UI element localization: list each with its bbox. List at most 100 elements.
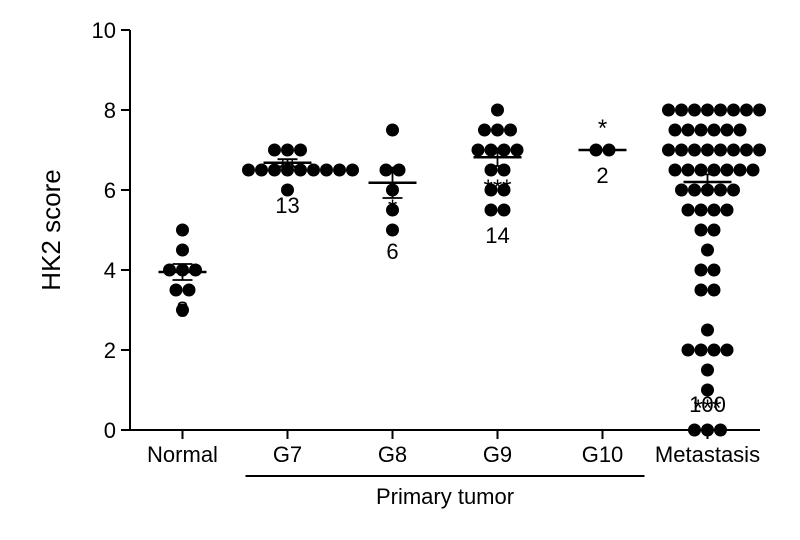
data-point [721, 344, 734, 357]
y-tick-label: 4 [104, 258, 116, 283]
data-point [740, 144, 753, 157]
x-category-label: G10 [582, 442, 624, 467]
n-label: 2 [596, 163, 608, 188]
primary-tumor-label: Primary tumor [376, 484, 514, 509]
significance-marker: * [598, 115, 607, 142]
data-point [675, 144, 688, 157]
y-axis-title: HK2 score [36, 169, 66, 290]
data-point [688, 104, 701, 117]
y-tick-label: 6 [104, 178, 116, 203]
data-point [695, 344, 708, 357]
data-point [380, 164, 393, 177]
data-point [701, 104, 714, 117]
data-point [695, 284, 708, 297]
data-point [333, 164, 346, 177]
data-point [727, 104, 740, 117]
data-point [727, 184, 740, 197]
n-label: 6 [386, 239, 398, 264]
data-point [695, 224, 708, 237]
data-point [255, 164, 268, 177]
y-tick-label: 0 [104, 418, 116, 443]
data-point [682, 164, 695, 177]
data-point [682, 124, 695, 137]
data-point [662, 144, 675, 157]
data-point [721, 204, 734, 217]
data-point [708, 124, 721, 137]
n-label: 100 [689, 392, 726, 417]
data-point [708, 204, 721, 217]
data-point [485, 184, 498, 197]
data-point [708, 344, 721, 357]
x-category-label: G7 [273, 442, 302, 467]
x-category-label: G9 [483, 442, 512, 467]
data-point [498, 184, 511, 197]
data-point [688, 424, 701, 437]
data-point [491, 124, 504, 137]
n-label: 13 [275, 193, 299, 218]
data-point [747, 164, 760, 177]
data-point [727, 144, 740, 157]
data-point [386, 204, 399, 217]
data-point [701, 244, 714, 257]
data-point [695, 124, 708, 137]
data-point [504, 124, 517, 137]
data-point [714, 144, 727, 157]
data-point [268, 144, 281, 157]
data-point [708, 284, 721, 297]
data-point [734, 164, 747, 177]
x-category-label: Metastasis [655, 442, 760, 467]
data-point [307, 164, 320, 177]
data-point [701, 324, 714, 337]
data-point [320, 164, 333, 177]
n-label: 8 [176, 297, 188, 322]
data-point [163, 264, 176, 277]
data-point [393, 164, 406, 177]
n-label: 14 [485, 223, 509, 248]
x-category-label: G8 [378, 442, 407, 467]
data-point [669, 164, 682, 177]
data-point [753, 144, 766, 157]
data-point [753, 104, 766, 117]
data-point [721, 124, 734, 137]
data-point [721, 164, 734, 177]
data-point [294, 144, 307, 157]
data-point [485, 204, 498, 217]
x-category-label: Normal [147, 442, 218, 467]
data-point [170, 284, 183, 297]
y-tick-label: 10 [92, 18, 116, 43]
data-point [498, 204, 511, 217]
data-point [281, 144, 294, 157]
data-point [189, 264, 202, 277]
data-point [734, 124, 747, 137]
data-point [386, 124, 399, 137]
data-point [176, 224, 189, 237]
data-point [708, 224, 721, 237]
data-point [695, 264, 708, 277]
data-point [714, 104, 727, 117]
data-point [478, 124, 491, 137]
y-tick-label: 8 [104, 98, 116, 123]
data-point [511, 144, 524, 157]
data-point [669, 124, 682, 137]
data-point [701, 144, 714, 157]
data-point [708, 264, 721, 277]
data-point [714, 424, 727, 437]
data-point [695, 204, 708, 217]
data-point [662, 104, 675, 117]
data-point [491, 104, 504, 117]
data-point [682, 204, 695, 217]
data-point [701, 364, 714, 377]
data-point [675, 184, 688, 197]
data-point [688, 144, 701, 157]
data-point [485, 144, 498, 157]
data-point [682, 344, 695, 357]
data-point [498, 144, 511, 157]
data-point [268, 164, 281, 177]
data-point [675, 104, 688, 117]
data-point [386, 224, 399, 237]
data-point [294, 164, 307, 177]
hk2-scatter-chart: 0 2 4 6 8 10 HK2 score Normal G7 G8 G9 G10 Metastasi… [0, 0, 800, 540]
data-point [242, 164, 255, 177]
y-tick-label: 2 [104, 338, 116, 363]
data-point [740, 104, 753, 117]
